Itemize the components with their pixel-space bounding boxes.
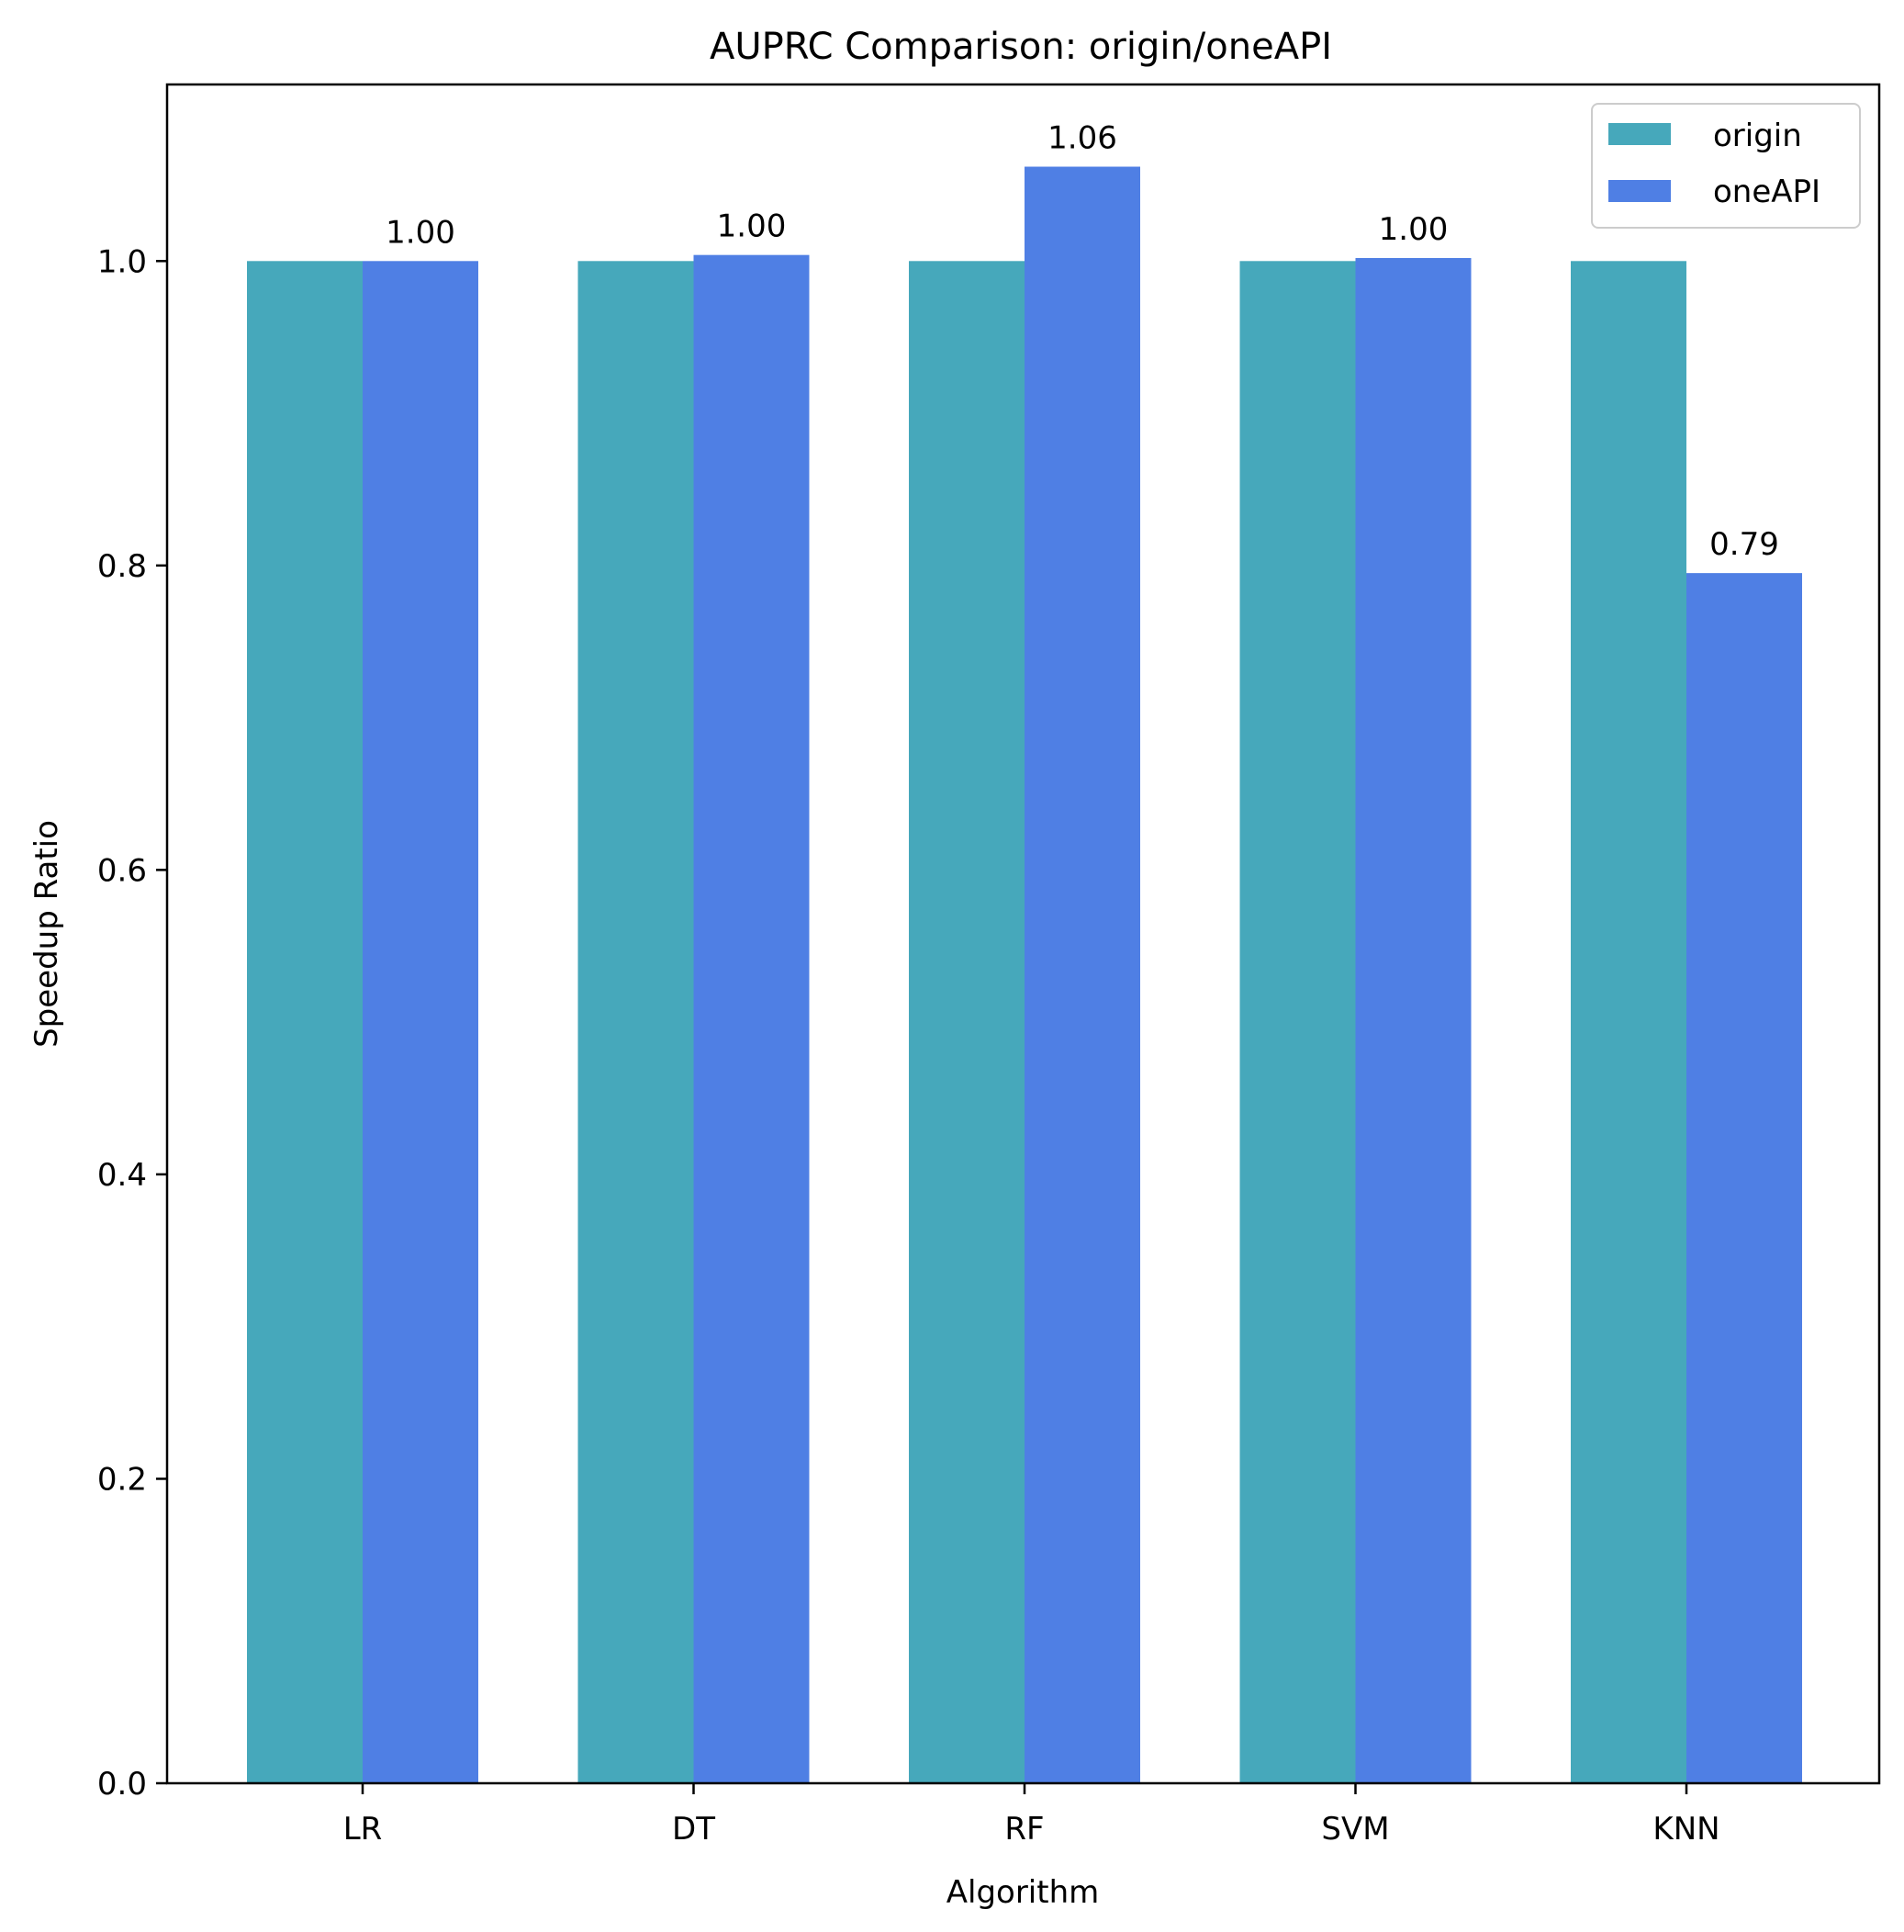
x-axis: LR DT RF SVM KNN	[343, 1783, 1720, 1848]
bar-origin-svm	[1239, 261, 1356, 1783]
bar-oneapi-lr	[363, 261, 478, 1783]
data-label-oneapi-dt: 1.00	[717, 208, 787, 245]
data-labels-layer: 1.00 1.00 1.06 1.00 0.79	[386, 120, 1779, 564]
legend: origin oneAPI	[1591, 103, 1861, 229]
bar-oneapi-rf	[1025, 166, 1140, 1784]
x-axis-label: Algorithm	[946, 1874, 1100, 1911]
bar-origin-knn	[1571, 261, 1686, 1783]
plot-frame	[165, 83, 1881, 1785]
y-tick-label: 0.6	[97, 852, 147, 889]
bar-origin-dt	[577, 261, 694, 1783]
x-tick-label-svm: SVM	[1321, 1811, 1389, 1848]
data-label-oneapi-rf: 1.06	[1047, 120, 1117, 157]
legend-label-origin: origin	[1713, 118, 1802, 154]
y-tick-label: 1.0	[97, 243, 147, 280]
y-axis-label: Speedup Ratio	[28, 820, 65, 1048]
bar-oneapi-knn	[1686, 573, 1802, 1783]
bars-layer	[247, 166, 1802, 1784]
legend-swatch-origin	[1608, 123, 1671, 145]
x-tick-label-dt: DT	[672, 1811, 715, 1848]
x-tick-label-rf: RF	[1004, 1811, 1044, 1848]
y-tick-label: 0.0	[97, 1766, 147, 1803]
bar-oneapi-dt	[693, 254, 810, 1783]
data-label-oneapi-lr: 1.00	[386, 214, 455, 251]
chart-title: AUPRC Comparison: origin/oneAPI	[710, 26, 1332, 68]
x-tick-label-lr: LR	[343, 1811, 383, 1848]
data-label-oneapi-svm: 1.00	[1379, 211, 1449, 248]
legend-swatch-oneapi	[1608, 180, 1671, 202]
bar-oneapi-svm	[1355, 257, 1472, 1783]
bar-origin-rf	[909, 261, 1025, 1783]
x-tick-label-knn: KNN	[1652, 1811, 1719, 1848]
legend-label-oneapi: oneAPI	[1713, 174, 1820, 210]
data-label-oneapi-knn: 0.79	[1709, 526, 1779, 563]
bar-origin-lr	[247, 261, 363, 1783]
y-axis: 0.0 0.2 0.4 0.6 0.8 1.0	[97, 243, 167, 1803]
y-tick-label: 0.4	[97, 1157, 147, 1194]
y-tick-label: 0.8	[97, 548, 147, 585]
y-tick-label: 0.2	[97, 1461, 147, 1498]
